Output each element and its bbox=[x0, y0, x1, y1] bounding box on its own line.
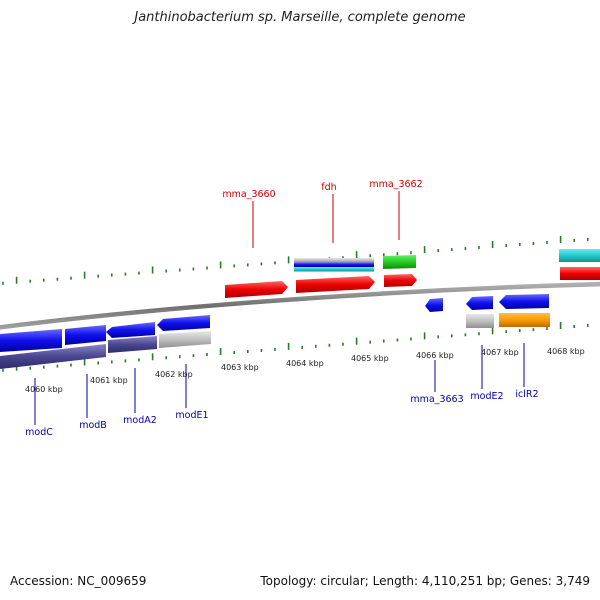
gene-iclR2-blue[interactable] bbox=[499, 294, 549, 309]
accession-text: Accession: NC_009659 bbox=[10, 574, 147, 588]
gene-label-forward[interactable]: mma_3660 bbox=[222, 189, 275, 200]
gene-label-reverse[interactable]: mma_3663 bbox=[410, 394, 463, 405]
scale-label: 4062 kbp bbox=[155, 370, 193, 379]
gene-edge-red[interactable] bbox=[560, 267, 600, 280]
gene-label-reverse[interactable]: modC bbox=[25, 427, 53, 438]
reverse-gene-labels: modC modB modA2 modE1 mma_3663 modE2 iclR2 bbox=[25, 343, 539, 438]
scale-labels: 4060 kbp 4061 kbp 4062 kbp 4063 kbp 4064 kbp… bbox=[25, 347, 585, 394]
gene-modA2-purple[interactable] bbox=[108, 336, 157, 353]
gene-label-reverse[interactable]: modA2 bbox=[123, 415, 157, 426]
gene-fdh-blue[interactable] bbox=[294, 262, 374, 268]
gene-mma-3662-green[interactable] bbox=[383, 255, 416, 269]
gene-mma-3660[interactable] bbox=[225, 281, 288, 298]
gene-modE1-grey[interactable] bbox=[159, 331, 211, 348]
scale-label: 4064 kbp bbox=[286, 359, 324, 368]
gene-modC-purple[interactable] bbox=[0, 344, 106, 369]
reverse-strand-genes bbox=[0, 294, 550, 369]
genome-summary-text: Topology: circular; Length: 4,110,251 bp… bbox=[260, 574, 590, 588]
gene-fdh-cyan[interactable] bbox=[294, 267, 374, 272]
gene-label-reverse[interactable]: modB bbox=[79, 420, 107, 431]
gene-modE2-grey[interactable] bbox=[466, 314, 494, 328]
gene-label-reverse[interactable]: iclR2 bbox=[515, 389, 538, 400]
scale-label: 4061 kbp bbox=[90, 376, 128, 385]
gene-label-forward[interactable]: fdh bbox=[321, 182, 336, 193]
forward-strand-genes bbox=[225, 249, 600, 298]
tick-row-bottom bbox=[2, 322, 589, 372]
gene-modB[interactable] bbox=[65, 325, 106, 345]
scale-label: 4065 kbp bbox=[351, 354, 389, 363]
gene-mma-3662-red[interactable] bbox=[384, 274, 417, 287]
scale-label: 4066 kbp bbox=[416, 351, 454, 360]
gene-label-forward[interactable]: mma_3662 bbox=[369, 179, 422, 190]
scale-label: 4068 kbp bbox=[547, 347, 585, 356]
gene-fdh-grey[interactable] bbox=[294, 258, 374, 263]
gene-modA2[interactable] bbox=[106, 322, 155, 338]
gene-modC[interactable] bbox=[0, 329, 62, 352]
gene-edge-cyan[interactable] bbox=[559, 249, 600, 262]
gene-iclR2-orange[interactable] bbox=[499, 313, 550, 327]
gene-mma-3663[interactable] bbox=[425, 298, 443, 312]
gene-label-reverse[interactable]: modE2 bbox=[470, 391, 503, 402]
scale-label: 4060 kbp bbox=[25, 385, 63, 394]
scale-label: 4067 kbp bbox=[481, 348, 519, 357]
gene-modE1[interactable] bbox=[157, 315, 210, 331]
gene-label-reverse[interactable]: modE1 bbox=[175, 410, 208, 421]
map-title: Janthinobacterium sp. Marseille, complet… bbox=[134, 10, 466, 25]
scale-label: 4063 kbp bbox=[221, 363, 259, 372]
gene-fdh-red[interactable] bbox=[296, 276, 375, 293]
gene-modE2-blue[interactable] bbox=[466, 296, 493, 310]
genome-backbone bbox=[0, 281, 600, 330]
forward-gene-labels: mma_3660 fdh mma_3662 bbox=[222, 179, 423, 248]
